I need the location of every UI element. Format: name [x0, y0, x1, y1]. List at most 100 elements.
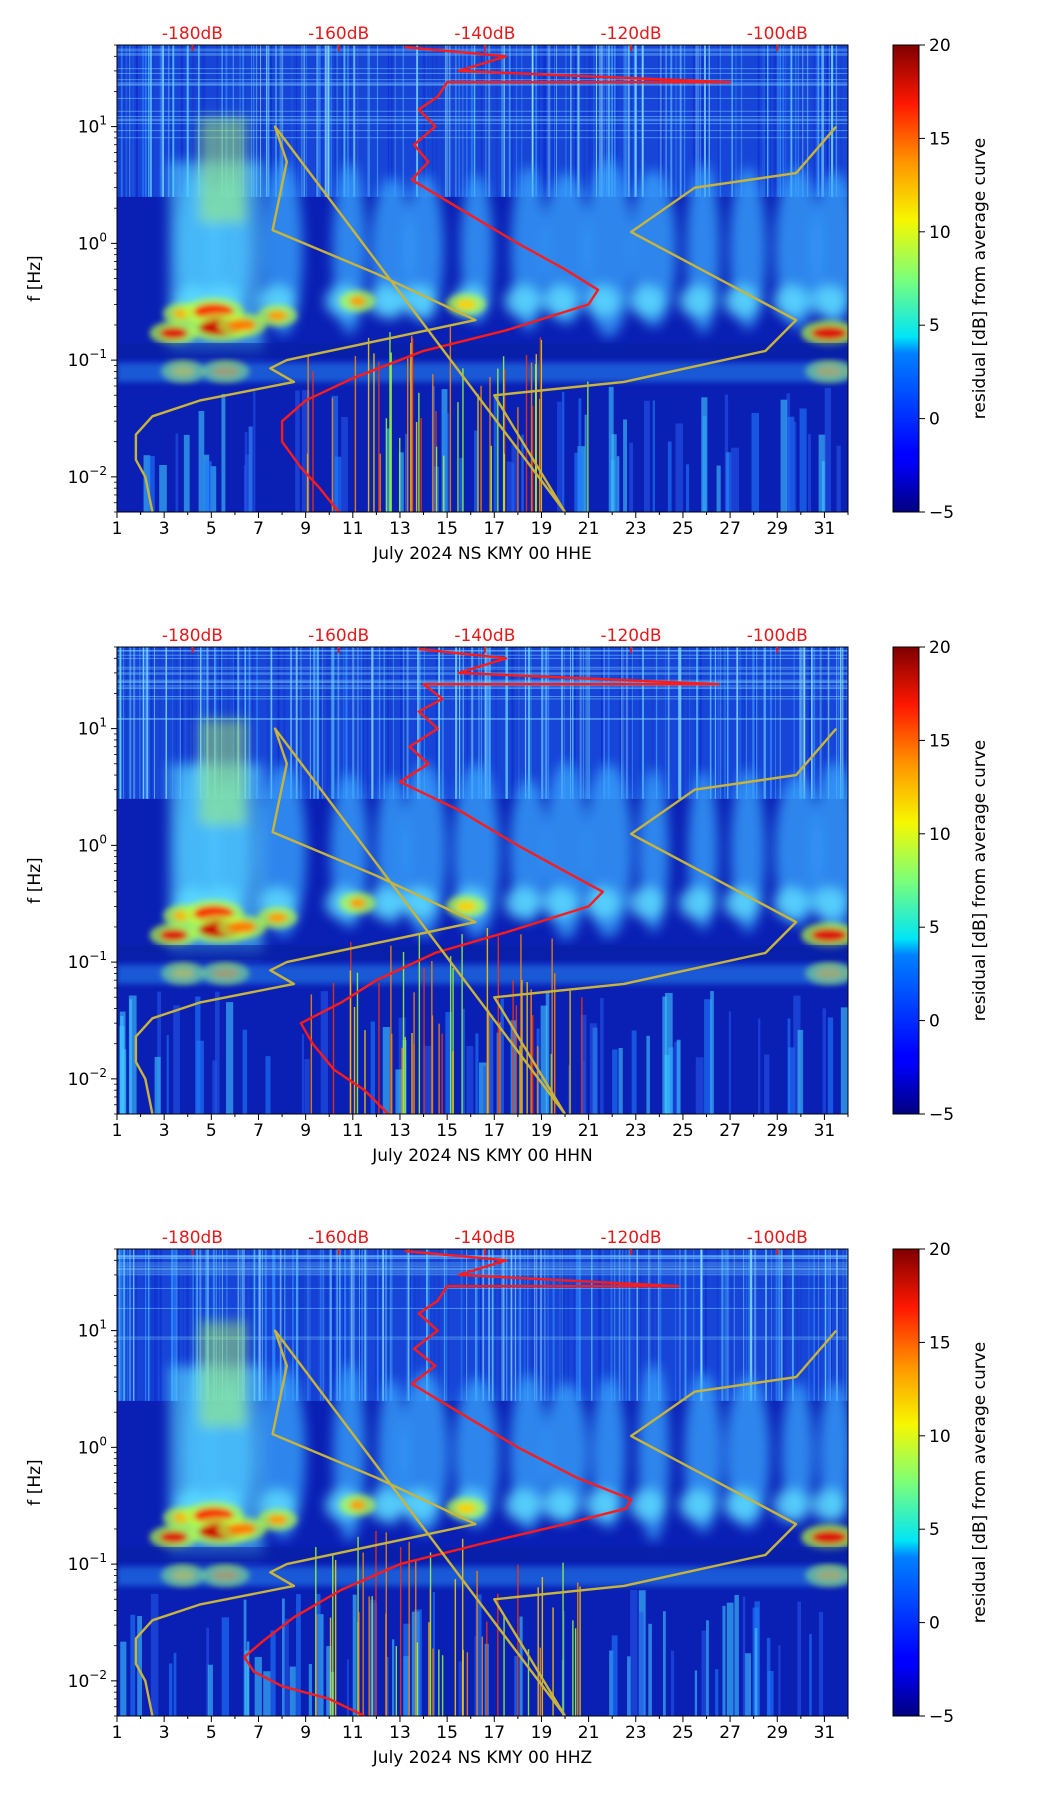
noise-streak: [791, 1249, 793, 1401]
noise-streak: [330, 1249, 333, 1401]
noise-streak: [329, 1249, 332, 1401]
lf-streak: [331, 395, 338, 512]
y-tick-base: 10: [68, 1672, 90, 1692]
y-tick-base: 10: [78, 836, 100, 856]
hf-line: [117, 110, 848, 112]
dark-band: [117, 343, 848, 358]
noise-streak: [603, 647, 605, 799]
noise-streak: [186, 1249, 189, 1401]
hf-line: [117, 48, 848, 50]
y-tick-base: 10: [78, 1322, 100, 1342]
noise-streak: [697, 647, 699, 799]
lf-streak: [664, 992, 673, 1114]
noise-streak: [721, 1249, 724, 1401]
noise-streak: [607, 647, 610, 799]
noise-streak: [779, 647, 781, 799]
noise-streak: [514, 1249, 517, 1401]
y-tick-base: 10: [78, 1438, 100, 1458]
noise-streak: [482, 1249, 485, 1401]
noise-streak: [591, 1249, 593, 1401]
quake-spike: [399, 437, 401, 512]
noise-streak: [540, 1249, 543, 1401]
noise-streak: [191, 647, 193, 799]
noise-streak: [277, 647, 280, 799]
x-tick-label: 1: [112, 1723, 123, 1743]
y-tick-exponent: 1: [99, 114, 107, 128]
noise-streak: [763, 647, 766, 799]
noise-streak: [799, 647, 801, 799]
lf-streak: [392, 1639, 395, 1716]
noise-streak: [721, 647, 723, 799]
quake-spike: [527, 1649, 530, 1716]
quake-spike: [410, 335, 413, 512]
hf-line: [117, 123, 848, 125]
lf-streak: [662, 1611, 666, 1716]
noise-streak: [313, 647, 316, 799]
lf-streak: [382, 1026, 390, 1114]
noise-streak: [528, 1249, 529, 1401]
noise-streak: [813, 647, 815, 799]
noise-streak: [448, 1249, 450, 1401]
noise-streak: [118, 647, 121, 799]
lf-streak: [506, 461, 513, 512]
hf-line: [117, 120, 848, 122]
lf-streak: [215, 991, 220, 1114]
hf-line: [117, 50, 848, 52]
plume-core: [679, 285, 716, 318]
noise-streak: [381, 647, 383, 799]
noise-streak: [378, 647, 380, 799]
noise-streak: [182, 1249, 184, 1401]
noise-streak: [337, 647, 340, 799]
lf-streak: [568, 1065, 571, 1114]
noise-streak: [196, 1249, 198, 1401]
quake-spike: [395, 1646, 397, 1716]
y-tick-exponent: −1: [89, 949, 107, 963]
noise-streak: [377, 647, 380, 799]
lf-streak: [129, 999, 133, 1114]
lf-streak: [716, 465, 721, 512]
noise-streak: [755, 647, 757, 799]
x-tick-label: 29: [766, 519, 788, 539]
noise-streak: [366, 647, 369, 799]
average-psd-curve: [243, 1249, 680, 1716]
noise-streak: [172, 647, 174, 799]
plume-column: [818, 1382, 848, 1524]
noise-streak: [517, 647, 520, 799]
noise-streak: [406, 647, 409, 799]
hf-line: [117, 1268, 848, 1270]
noise-streak: [518, 1249, 520, 1401]
lf-streak: [609, 1650, 614, 1716]
noise-streak: [536, 1249, 538, 1401]
noise-streak: [576, 1249, 578, 1401]
noise-streak: [631, 647, 633, 799]
noise-streak: [326, 647, 329, 799]
quake-spike: [489, 376, 491, 512]
noise-streak: [253, 1249, 256, 1401]
noise-streak: [803, 647, 806, 799]
plume-core: [811, 887, 848, 920]
quake-spike: [312, 371, 314, 512]
noise-streak: [253, 647, 255, 799]
quake-spike: [515, 1005, 518, 1114]
x-tick-label: 5: [206, 1723, 217, 1743]
noise-streak: [739, 647, 742, 799]
noise-streak: [827, 647, 830, 799]
hot-spot: [811, 928, 848, 943]
lf-streak: [562, 1610, 566, 1716]
noise-streak: [405, 1249, 408, 1401]
lf-streak: [724, 394, 729, 512]
noise-streak: [455, 647, 457, 799]
quake-spike: [391, 1033, 393, 1114]
heatmap-area: [117, 647, 848, 1114]
colorbar-tick-label: 0: [929, 1614, 940, 1634]
noise-streak: [134, 1249, 136, 1401]
noise-streak: [391, 1249, 393, 1401]
noise-streak: [704, 1249, 707, 1401]
noise-streak: [782, 1249, 785, 1401]
noise-streak: [352, 647, 355, 799]
lf-streak: [398, 452, 404, 512]
quake-spike: [562, 1562, 564, 1716]
quake-spike: [462, 1649, 464, 1716]
plume-layer: [168, 719, 848, 953]
plume-column: [781, 1381, 814, 1524]
